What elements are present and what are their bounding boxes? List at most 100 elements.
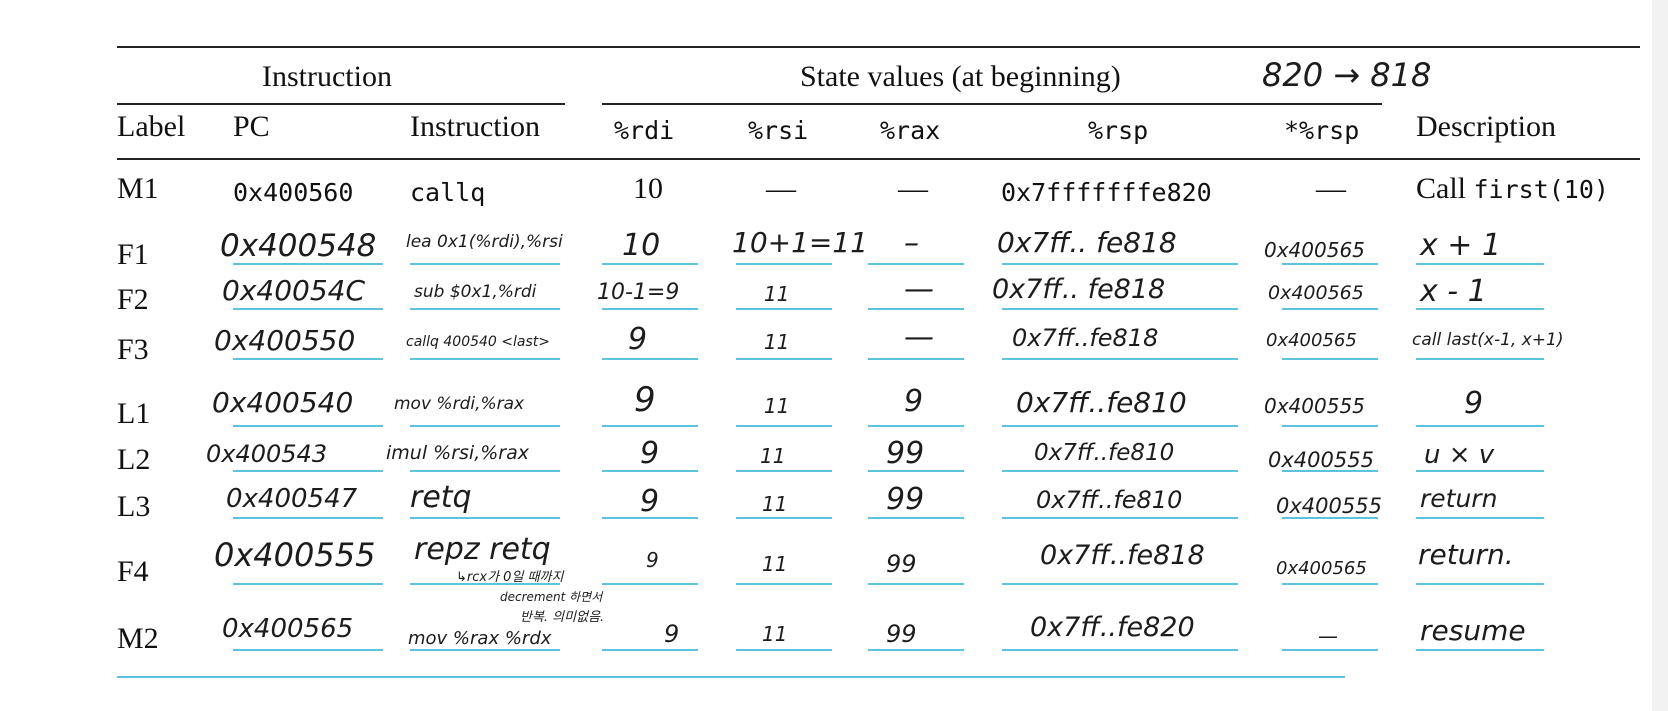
row-f1-description: x + 1 [1420, 228, 1502, 263]
row-m1-pc: 0x400560 [233, 178, 354, 207]
row-f4-rax: 99 [886, 550, 917, 578]
row-m1-description: Call first(10) [1416, 172, 1609, 206]
guide-line [1282, 308, 1378, 310]
guide-line [736, 470, 832, 472]
row-f1-instruction: lea 0x1(%rdi),%rsi [406, 232, 563, 252]
row-f2-instruction: sub $0x1,%rdi [414, 282, 537, 302]
row-f3-rsi: 11 [764, 330, 790, 354]
col-header-description: Description [1416, 110, 1556, 143]
row-m2-rsp-deref: — [1318, 624, 1338, 648]
col-header-rax: %rax [880, 116, 941, 145]
row-f3-pc: 0x400550 [214, 324, 356, 357]
col-header-label: Label [117, 110, 186, 143]
guide-line [602, 308, 698, 310]
row-f4-rdi: 9 [646, 548, 659, 572]
row-f4-pc: 0x400555 [214, 536, 376, 574]
row-l2-label: L2 [117, 443, 151, 476]
row-f2-label: F2 [117, 283, 149, 316]
guide-line [1282, 649, 1378, 651]
row-l1-instruction: mov %rdi,%rax [394, 394, 525, 414]
guide-line [602, 263, 698, 265]
header-rule [117, 158, 1640, 160]
guide-line [602, 470, 698, 472]
row-f3-rsp: 0x7ff..fe818 [1012, 324, 1159, 352]
guide-line [736, 308, 832, 310]
row-m2-pc: 0x400565 [222, 614, 354, 644]
row-l3-rsp: 0x7ff..fe810 [1036, 486, 1183, 514]
row-f3-label: F3 [117, 333, 149, 366]
guide-line [233, 425, 383, 427]
row-f3-rdi: 9 [628, 322, 648, 357]
row-m2-rdi: 9 [664, 620, 680, 648]
guide-line [1282, 263, 1378, 265]
row-f4-description: return. [1418, 538, 1514, 571]
bottom-rule [117, 676, 1345, 678]
row-m1-rsp-deref: — [1316, 172, 1346, 205]
guide-line [736, 358, 832, 360]
guide-line [410, 425, 560, 427]
row-f4-note-line1: ↳rcx가 0일 때까지 [456, 570, 564, 585]
guide-line [868, 308, 964, 310]
guide-line [868, 425, 964, 427]
row-f4-rsp-deref: 0x400565 [1276, 558, 1367, 579]
row-m2-rax: 99 [886, 620, 917, 648]
col-header-rdi: %rdi [614, 116, 675, 145]
row-l3-description: return [1420, 484, 1498, 513]
row-l1-rdi: 9 [634, 380, 656, 420]
col-header-rsp: %rsp [1088, 116, 1149, 145]
guide-line [1002, 470, 1238, 472]
group-header-state: State values (at beginning) [800, 60, 1121, 93]
guide-line [1416, 649, 1544, 651]
guide-line [868, 263, 964, 265]
guide-line [1416, 358, 1544, 360]
guide-line [1282, 517, 1378, 519]
guide-line [736, 517, 832, 519]
row-l1-rax: 9 [904, 384, 924, 419]
row-l1-pc: 0x400540 [212, 386, 354, 419]
guide-line [410, 358, 560, 360]
row-m1-rdi: 10 [633, 172, 663, 205]
guide-line [233, 308, 383, 310]
guide-line [1282, 470, 1378, 472]
col-header-instruction: Instruction [410, 110, 540, 143]
row-l2-rsp: 0x7ff..fe810 [1034, 440, 1175, 466]
col-header-rsp-deref: *%rsp [1284, 116, 1360, 145]
row-l2-rsp-deref: 0x400555 [1268, 448, 1374, 472]
guide-line [233, 649, 383, 651]
row-f2-rdi: 10-1=9 [597, 280, 680, 305]
row-l1-rsp: 0x7ff..fe810 [1016, 386, 1187, 419]
row-f2-pc: 0x40054C [222, 274, 366, 307]
guide-line [1282, 583, 1378, 585]
guide-line [868, 649, 964, 651]
guide-line [410, 263, 560, 265]
guide-line [1416, 263, 1544, 265]
row-l2-pc: 0x400543 [206, 440, 328, 468]
guide-line [410, 470, 560, 472]
guide-line [1002, 263, 1238, 265]
guide-line [1282, 425, 1378, 427]
guide-line [1416, 470, 1544, 472]
row-l3-label: L3 [117, 490, 151, 523]
guide-line [602, 583, 698, 585]
row-m1-instruction: callq [410, 178, 486, 207]
row-f2-rsp-deref: 0x400565 [1268, 282, 1364, 304]
row-m2-rsp: 0x7ff..fe820 [1030, 612, 1195, 643]
guide-line [233, 517, 383, 519]
group-rule-instruction [117, 103, 565, 105]
guide-line [1002, 308, 1238, 310]
row-m1-label: M1 [117, 172, 159, 205]
guide-line [233, 358, 383, 360]
row-l2-rax: 99 [886, 436, 925, 471]
row-f1-label: F1 [117, 238, 149, 271]
guide-line [410, 649, 560, 651]
row-l3-rdi: 9 [640, 484, 660, 519]
top-rule [117, 46, 1640, 48]
row-l2-description: u × v [1424, 440, 1495, 470]
row-m2-description: resume [1420, 614, 1526, 647]
guide-line [233, 470, 383, 472]
row-m2-label: M2 [117, 622, 159, 655]
row-f4-rsi: 11 [762, 552, 788, 576]
guide-line [1002, 649, 1238, 651]
guide-line [1002, 583, 1238, 585]
